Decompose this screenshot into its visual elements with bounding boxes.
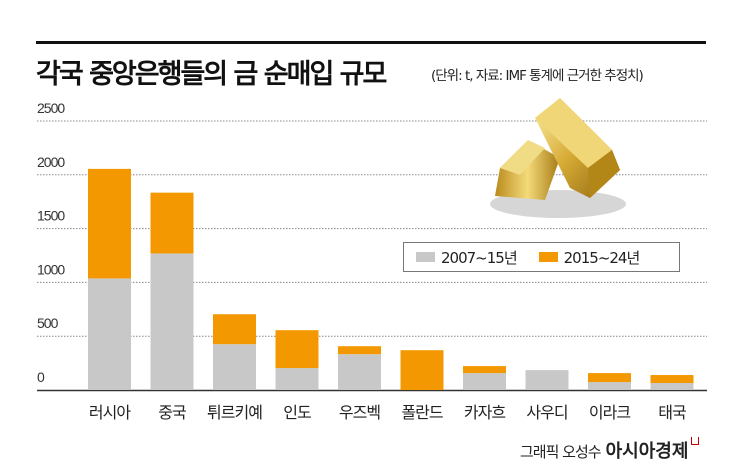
bar-2015-24 — [650, 375, 694, 384]
bar-2015-24 — [588, 373, 631, 383]
bar-2007-15 — [525, 370, 569, 390]
x-tick-label: 폴란드 — [401, 403, 442, 422]
bar-2007-15 — [88, 278, 131, 390]
legend: 2007~15년 2015~24년 — [403, 242, 680, 272]
x-tick-label: 카자흐 — [464, 403, 505, 422]
x-tick-label: 태국 — [658, 403, 686, 422]
y-tick-label: 1500 — [37, 208, 65, 224]
bar-2015-24 — [88, 168, 131, 279]
y-tick-label: 0 — [37, 369, 45, 385]
y-tick-label: 2000 — [37, 154, 65, 170]
footer-credit: 그래픽 오성수 아시아경제 — [520, 437, 700, 463]
bar-2015-24 — [463, 366, 506, 374]
gold-bars-illustration — [490, 98, 626, 218]
y-tick-label: 500 — [37, 315, 59, 331]
brand-mark-icon — [691, 437, 700, 445]
chart-title: 각국 중앙은행들의 금 순매입 규모 — [36, 59, 387, 90]
chart-subtitle: (단위: t, 자료: IMF 통계에 근거한 추정치) — [431, 68, 644, 84]
graphic-credit: 그래픽 오성수 — [520, 443, 602, 461]
bar-2015-24 — [150, 192, 194, 254]
legend-label-2015-24: 2015~24년 — [563, 248, 641, 267]
y-tick-label: 2500 — [37, 100, 65, 116]
legend-swatch-2015-24 — [538, 252, 558, 262]
bar-2007-15 — [463, 373, 506, 390]
bar-2007-15 — [213, 344, 256, 390]
bar-2007-15 — [338, 354, 381, 390]
bar-2007-15 — [275, 368, 319, 390]
legend-label-2007-15: 2007~15년 — [441, 248, 518, 267]
x-tick-label: 우즈벡 — [339, 403, 380, 422]
bar-2015-24 — [213, 314, 256, 345]
bar-2007-15 — [150, 253, 194, 390]
bar-2007-15 — [588, 382, 631, 390]
bar-2015-24 — [400, 350, 444, 390]
top-rule — [36, 41, 706, 44]
bar-2015-24 — [338, 346, 381, 355]
x-tick-label: 이라크 — [589, 403, 630, 422]
legend-swatch-2007-15 — [416, 252, 435, 262]
x-tick-label: 튀르키예 — [207, 403, 262, 422]
brand-logo: 아시아경제 — [605, 441, 689, 462]
bar-2015-24 — [275, 330, 319, 369]
x-tick-label: 사우디 — [526, 403, 567, 422]
bar-2007-15 — [650, 383, 694, 390]
y-tick-label: 1000 — [37, 261, 65, 277]
x-tick-label: 러시아 — [89, 403, 131, 422]
x-tick-label: 중국 — [158, 403, 186, 422]
x-tick-label: 인도 — [283, 403, 311, 422]
